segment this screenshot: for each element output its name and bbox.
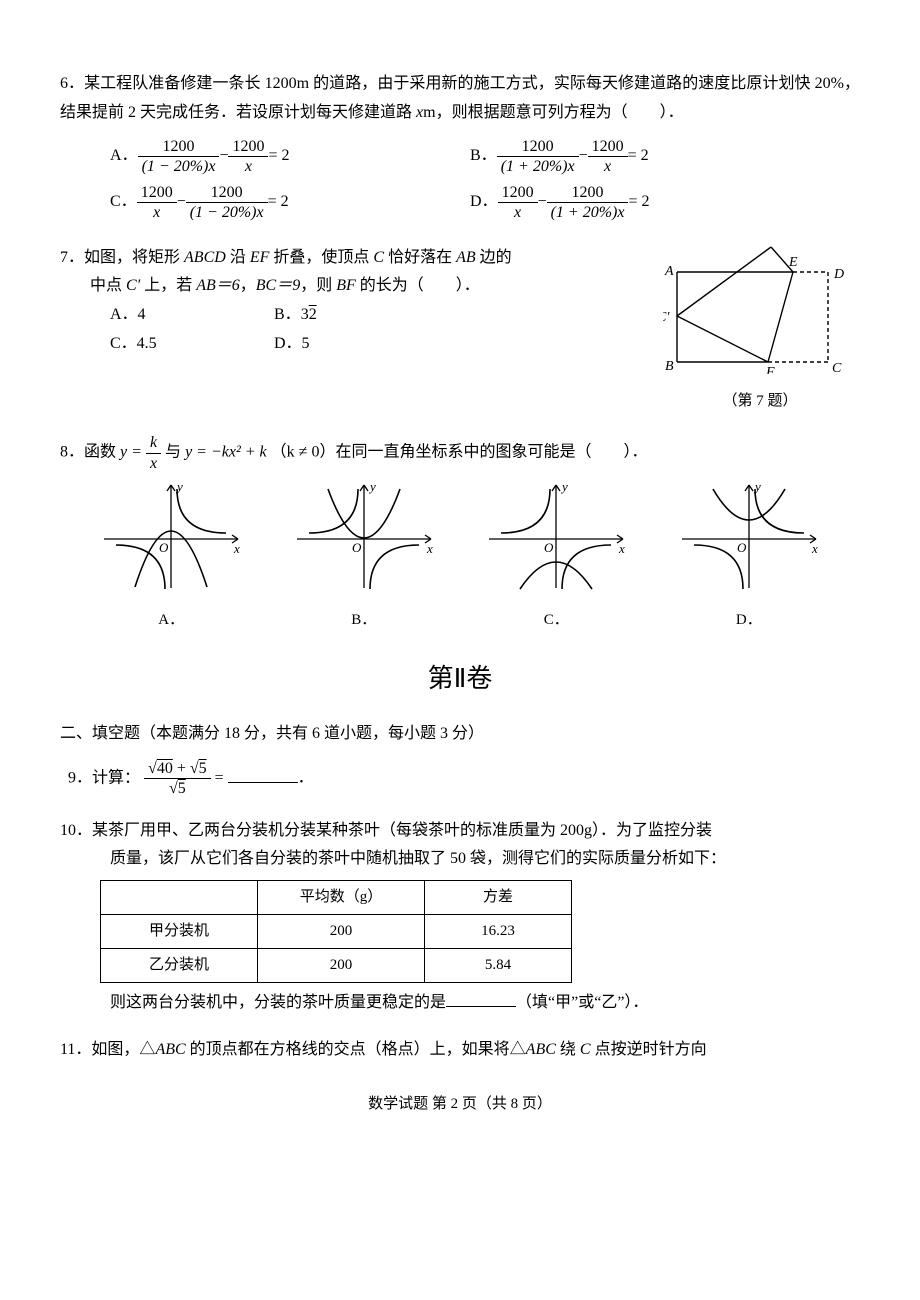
svg-text:x: x	[233, 541, 240, 556]
q6-options: A． 1200(1 − 20%)x − 1200x = 2 B． 1200(1 …	[110, 134, 860, 226]
q7-option-c: C．4.5	[110, 330, 270, 359]
page-footer: 数学试题 第 2 页（共 8 页）	[60, 1091, 860, 1118]
svg-text:B: B	[665, 359, 674, 374]
question-7: ABCDEFC′D′ （第 7 题） 7．如图，将矩形 ABCD 沿 EF 折叠…	[60, 244, 860, 416]
question-6: 6．某工程队准备修建一条长 1200m 的道路，由于采用新的施工方式，实际每天修…	[60, 70, 860, 226]
svg-text:F: F	[765, 365, 775, 374]
q8-graph-a: xyOA．	[80, 479, 262, 634]
svg-text:O: O	[737, 540, 747, 555]
svg-text:C′: C′	[663, 310, 670, 325]
question-10: 10．某茶厂用甲、乙两台分装机分装某种茶叶（每袋茶叶的标准质量为 200g）．为…	[60, 817, 860, 1018]
q8-graph-c: xyOC．	[465, 479, 647, 634]
svg-text:O: O	[352, 540, 362, 555]
q8-graph-b: xyOB．	[273, 479, 455, 634]
svg-text:E: E	[788, 255, 798, 270]
part2-title: 第Ⅱ卷	[60, 656, 860, 703]
svg-text:y: y	[560, 479, 568, 494]
q9-blank	[228, 766, 298, 783]
q7-option-a: A．4	[110, 301, 270, 330]
svg-text:y: y	[368, 479, 376, 494]
q6-option-d: D． 1200x − 1200(1 + 20%)x = 2	[470, 180, 830, 226]
svg-text:x: x	[618, 541, 625, 556]
q7-figure: A B C D E F C′ D′ （第 7 题）	[660, 244, 860, 416]
q8-graph-d: xyOD．	[658, 479, 840, 634]
q7-option-b: B．32	[274, 306, 317, 323]
svg-text:D: D	[833, 267, 844, 282]
svg-text:C: C	[832, 361, 842, 374]
q6-option-a: A． 1200(1 − 20%)x − 1200x = 2	[110, 134, 470, 180]
q7-option-d: D．5	[274, 335, 310, 352]
q6-option-b: B． 1200(1 + 20%)x − 1200x = 2	[470, 134, 830, 180]
svg-text:x: x	[426, 541, 433, 556]
svg-text:O: O	[544, 540, 554, 555]
q8-graphs: xyOA． xyOB． xyOC． xyOD．	[80, 479, 840, 634]
q7-svg: A B C D E F C′ D′	[663, 244, 858, 374]
q10-table: 平均数（g）方差甲分装机20016.23乙分装机2005.84	[100, 880, 572, 983]
q10-blank	[446, 990, 516, 1007]
q8-stem: 8．函数 y = kx 与 y = −kx² + k （k ≠ 0）在同一直角坐…	[60, 433, 860, 472]
svg-text:O: O	[159, 540, 169, 555]
question-8: 8．函数 y = kx 与 y = −kx² + k （k ≠ 0）在同一直角坐…	[60, 433, 860, 633]
q10-conclusion: 则这两台分装机中，分装的茶叶质量更稳定的是（填“甲”或“乙”）．	[60, 989, 860, 1018]
svg-text:D′: D′	[764, 244, 779, 247]
q6-stem: 6．某工程队准备修建一条长 1200m 的道路，由于采用新的施工方式，实际每天修…	[60, 70, 860, 128]
question-9: 9．计算： √40 + √5 √5 = ．	[60, 759, 860, 798]
svg-text:A: A	[664, 264, 674, 279]
svg-text:y: y	[175, 479, 183, 494]
q6-option-c: C． 1200x − 1200(1 − 20%)x = 2	[110, 180, 470, 226]
question-11: 11．如图，△ABC 的顶点都在方格线的交点（格点）上，如果将△ABC 绕 C …	[60, 1036, 860, 1065]
svg-text:x: x	[811, 541, 818, 556]
fill-header: 二、填空题（本题满分 18 分，共有 6 道小题，每小题 3 分）	[60, 720, 860, 749]
q7-caption: （第 7 题）	[660, 388, 860, 415]
q6-number: 6．	[60, 75, 84, 92]
svg-text:y: y	[753, 479, 761, 494]
